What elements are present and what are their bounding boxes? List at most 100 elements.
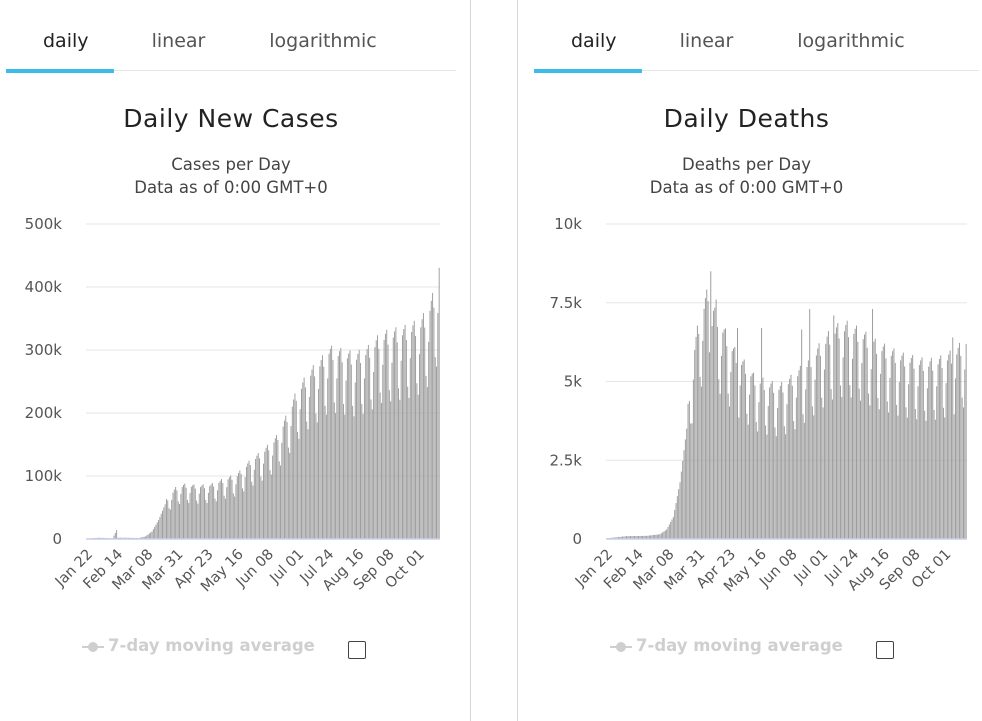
bar	[298, 438, 300, 539]
deaths-tabs: daily linear logarithmic	[534, 0, 979, 73]
bar	[818, 343, 820, 539]
bar	[686, 428, 688, 539]
bar	[360, 362, 361, 539]
bar	[416, 383, 418, 539]
moving-average-legend[interactable]: 7-day moving average	[82, 636, 315, 655]
bar	[821, 397, 823, 539]
bar	[245, 466, 247, 539]
bar	[370, 399, 372, 539]
bar	[327, 378, 329, 539]
bar	[382, 364, 384, 539]
bar	[259, 458, 261, 539]
tab-logarithmic[interactable]: logarithmic	[269, 30, 377, 52]
bar	[639, 535, 641, 539]
bar	[888, 412, 890, 539]
bar	[181, 487, 183, 539]
bar	[663, 531, 665, 539]
bar	[192, 485, 194, 539]
y-tick-label: 2.5k	[549, 451, 582, 469]
bar	[783, 426, 785, 539]
bar	[696, 325, 698, 539]
y-tick-label: 7.5k	[549, 294, 582, 312]
bar	[635, 536, 637, 539]
bar	[658, 534, 660, 539]
tab-linear[interactable]: linear	[679, 30, 734, 52]
bar	[188, 502, 190, 539]
bar	[223, 495, 225, 539]
chart-subtitle: Cases per Day Data as of 0:00 GMT+0	[0, 153, 466, 199]
bar	[667, 527, 669, 539]
bar	[954, 378, 956, 539]
bar	[754, 385, 756, 539]
subtitle-line-1: Deaths per Day	[682, 155, 811, 174]
bar	[362, 413, 364, 539]
bar	[896, 404, 898, 539]
bar	[894, 362, 896, 539]
bar	[232, 493, 234, 539]
bar	[151, 531, 153, 539]
bar	[722, 332, 724, 539]
bar	[384, 333, 386, 539]
bar	[172, 492, 174, 539]
bar	[901, 355, 903, 539]
bar	[358, 349, 360, 539]
bar	[369, 357, 371, 539]
tab-logarithmic[interactable]: logarithmic	[797, 30, 905, 52]
bar	[676, 496, 678, 539]
bar	[678, 489, 680, 539]
bar	[349, 350, 351, 539]
bar	[806, 367, 808, 539]
bar	[850, 397, 852, 539]
active-tab-indicator	[6, 69, 114, 73]
bar	[147, 534, 149, 539]
bar	[154, 526, 156, 539]
bar	[437, 312, 439, 539]
bar	[765, 425, 767, 539]
bar	[906, 417, 908, 539]
bar	[711, 326, 713, 539]
bar	[436, 366, 438, 539]
bar	[255, 458, 257, 539]
moving-average-checkbox[interactable]	[348, 641, 366, 659]
bar	[945, 383, 947, 539]
bar	[720, 355, 722, 539]
bar	[650, 535, 652, 539]
tab-daily[interactable]: daily	[43, 30, 89, 52]
bar	[623, 536, 625, 539]
bar	[655, 534, 657, 539]
bar	[910, 358, 912, 539]
bar	[775, 436, 777, 539]
bar	[690, 423, 692, 539]
bar	[682, 460, 684, 539]
moving-average-legend[interactable]: 7-day moving average	[610, 636, 843, 655]
bar	[731, 351, 733, 539]
bar	[425, 375, 427, 539]
bar	[331, 345, 333, 539]
bar	[651, 535, 653, 539]
bar	[276, 435, 278, 539]
bar	[691, 423, 693, 539]
bar	[345, 380, 347, 539]
bar	[925, 420, 927, 539]
bar	[762, 377, 764, 539]
bar	[387, 344, 389, 539]
bar	[683, 450, 685, 539]
tab-linear[interactable]: linear	[151, 30, 206, 52]
bar	[811, 406, 813, 539]
bar	[666, 529, 668, 539]
bar	[388, 390, 390, 539]
bar	[273, 442, 275, 539]
bar	[745, 373, 747, 539]
bar	[797, 376, 799, 539]
bar	[893, 348, 895, 539]
bar	[920, 360, 922, 539]
bar	[286, 422, 288, 539]
bar	[801, 329, 803, 539]
moving-average-checkbox[interactable]	[876, 641, 894, 659]
bar	[618, 537, 619, 539]
chart-subtitle: Deaths per Day Data as of 0:00 GMT+0	[514, 153, 979, 199]
bar	[346, 358, 348, 539]
tab-daily[interactable]: daily	[571, 30, 617, 52]
bar	[822, 407, 824, 539]
bar	[249, 465, 251, 539]
